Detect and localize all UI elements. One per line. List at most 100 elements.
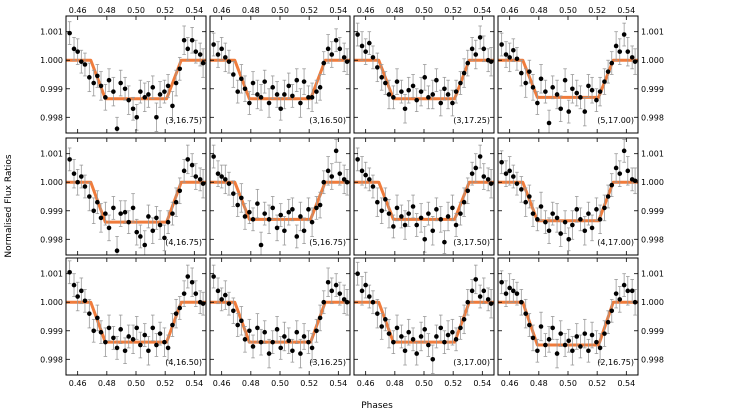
data-point [219,297,224,302]
data-point [242,337,248,342]
data-point [550,325,555,331]
data-point [359,288,365,294]
data-point [282,334,287,339]
data-point [162,235,167,241]
data-point [418,89,424,94]
data-point [465,188,471,194]
data-point [146,92,151,97]
data-point [402,106,408,112]
data-point [223,55,228,60]
data-point [621,32,627,37]
panel-data [210,139,350,255]
data-point [543,342,548,348]
data-point [519,70,524,76]
data-point [329,288,335,294]
panel-label: (3,16.25) [309,358,346,367]
data-point [294,77,300,83]
data-point [247,328,252,334]
data-point [247,100,252,106]
data-point [106,77,112,83]
data-point [309,345,315,351]
data-point [523,80,529,86]
data-point [255,92,260,97]
data-point [402,222,408,228]
data-point [134,325,140,331]
data-point [317,315,323,321]
data-point [181,291,187,296]
data-point [550,85,555,90]
data-point [333,37,339,43]
data-point [341,55,347,60]
data-point [406,87,411,93]
data-point [103,95,108,100]
data-point [527,322,532,328]
data-point [558,231,564,236]
data-point [106,325,112,331]
y-tick-label: 0.999 [40,85,63,94]
x-tick-label: 0.50 [271,379,289,388]
data-point [414,97,420,103]
y-tick-label: 1.001 [641,28,664,37]
data-point [399,214,404,219]
data-point [406,211,411,216]
data-point [122,348,128,354]
panel: 0.46 0.48 0.50 0.52 0.54 0.998 0.999 1.000 1.001… [497,257,664,388]
data-point [79,59,84,64]
x-tick-label: 0.52 [444,6,462,15]
y-tick-label: 1.001 [641,150,664,159]
data-point [239,195,244,201]
panel-data [354,144,494,254]
data-point [341,297,347,302]
data-point [386,92,392,97]
data-point [157,331,163,336]
data-point [95,73,100,79]
data-point [617,297,623,302]
data-point [173,311,179,316]
data-point [258,95,264,100]
data-point [67,157,72,162]
data-point [621,148,627,154]
data-point [602,331,607,336]
data-point [582,228,588,234]
data-point [98,329,104,335]
data-point [450,205,455,211]
data-point [114,248,120,254]
data-point [250,344,256,349]
panel: 0.46 0.48 0.50 0.52 0.54 (3,17.25) [353,6,495,134]
data-point [430,357,436,362]
data-point [570,86,575,92]
data-point [519,187,524,192]
panel: 0.46 0.48 0.50 0.52 0.54 0.998 0.999 1.000 1.001… [497,6,664,134]
x-tick-label: 0.54 [473,6,491,15]
data-point [530,335,536,341]
data-point [87,75,92,80]
data-point [391,224,396,229]
data-point [503,171,509,176]
data-point [71,46,77,52]
panel-data [66,260,206,366]
data-point [514,56,520,62]
data-point [394,325,400,331]
data-point [367,294,372,299]
panel-data [498,270,638,369]
data-point [586,83,591,89]
y-tick-label: 0.998 [641,235,664,244]
x-tick-label: 0.46 [69,6,87,15]
data-point [106,225,112,231]
data-point [399,334,404,339]
x-tick-label: 0.52 [588,379,606,388]
data-point [290,207,295,212]
data-point [278,345,284,351]
data-point [410,204,416,209]
data-point [434,77,439,83]
data-point [75,49,80,54]
data-point [91,208,97,214]
data-point [71,282,77,288]
transit-model-line [498,180,638,223]
data-point [605,69,611,74]
data-point [130,106,136,112]
x-tick-label: 0.46 [213,379,231,388]
data-point [325,279,331,285]
data-point [609,60,615,66]
data-point [461,70,467,76]
